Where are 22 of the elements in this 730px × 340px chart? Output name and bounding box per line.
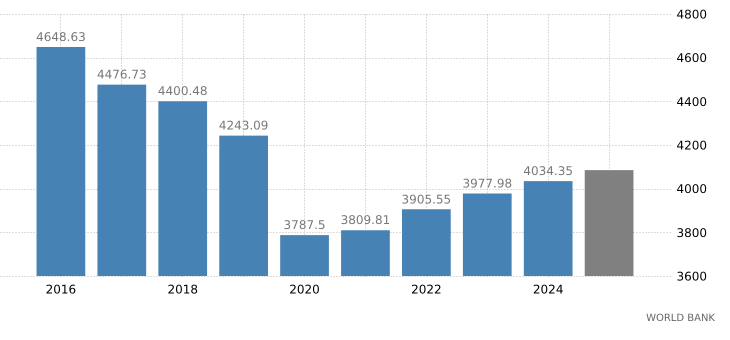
y-tick-label: 4200 <box>676 138 708 152</box>
data-label: 4648.63 <box>36 30 86 44</box>
data-label: 4243.09 <box>218 118 268 133</box>
data-label: 4476.73 <box>97 68 147 82</box>
x-tick-label: 2022 <box>411 282 442 296</box>
y-tick-label: 4400 <box>676 94 708 109</box>
data-label: 3977.98 <box>462 176 512 190</box>
data-label: 3905.55 <box>402 192 452 206</box>
y-tick-label: 4600 <box>676 51 708 66</box>
y-tick-label: 3600 <box>676 270 708 284</box>
data-label: 4034.35 <box>523 164 573 178</box>
x-tick-label: 2016 <box>46 282 76 296</box>
data-label: 3787.5 <box>284 218 326 232</box>
data-label: 4400.48 <box>158 84 208 98</box>
data-label: 3809.81 <box>340 213 390 228</box>
y-tick-label: 4000 <box>676 182 708 196</box>
text: WORLD BANK <box>646 313 716 324</box>
x-tick-label: 2018 <box>167 282 198 296</box>
x-tick-label: 2024 <box>532 282 564 296</box>
y-tick-label: 3800 <box>676 226 708 240</box>
y-tick-label: 4800 <box>676 8 708 22</box>
x-tick-label: 2020 <box>289 282 320 296</box>
